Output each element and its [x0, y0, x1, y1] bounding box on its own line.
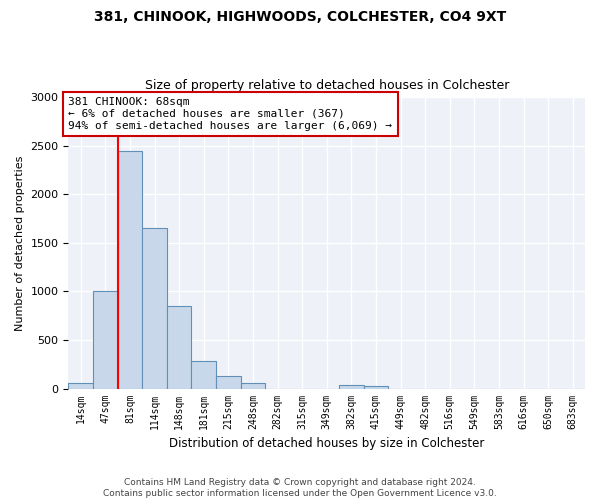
- Bar: [118, 150, 142, 388]
- Bar: [339, 384, 364, 388]
- Bar: [241, 383, 265, 388]
- X-axis label: Distribution of detached houses by size in Colchester: Distribution of detached houses by size …: [169, 437, 484, 450]
- Bar: [142, 228, 167, 388]
- Bar: [167, 306, 191, 388]
- Bar: [68, 383, 93, 388]
- Title: Size of property relative to detached houses in Colchester: Size of property relative to detached ho…: [145, 79, 509, 92]
- Bar: [191, 362, 216, 388]
- Bar: [364, 386, 388, 388]
- Text: 381, CHINOOK, HIGHWOODS, COLCHESTER, CO4 9XT: 381, CHINOOK, HIGHWOODS, COLCHESTER, CO4…: [94, 10, 506, 24]
- Bar: [93, 292, 118, 388]
- Text: 381 CHINOOK: 68sqm
← 6% of detached houses are smaller (367)
94% of semi-detache: 381 CHINOOK: 68sqm ← 6% of detached hous…: [68, 98, 392, 130]
- Y-axis label: Number of detached properties: Number of detached properties: [15, 156, 25, 330]
- Bar: [216, 376, 241, 388]
- Text: Contains HM Land Registry data © Crown copyright and database right 2024.
Contai: Contains HM Land Registry data © Crown c…: [103, 478, 497, 498]
